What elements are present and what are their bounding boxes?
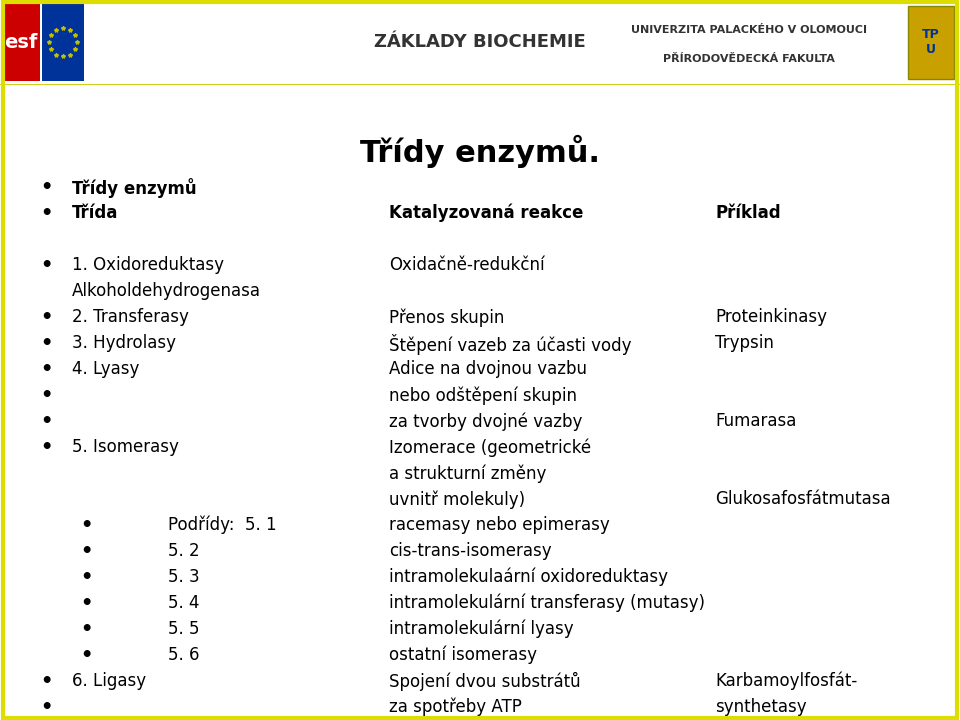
Text: Katalyzovaná reakce: Katalyzovaná reakce — [389, 204, 583, 222]
Text: Příklad: Příklad — [715, 204, 780, 222]
Text: 5. 6: 5. 6 — [168, 646, 200, 664]
Text: Přenos skupin: Přenos skupin — [389, 308, 504, 326]
Text: PŘÍRODOVĚDECKÁ FAKULTA: PŘÍRODOVĚDECKÁ FAKULTA — [662, 55, 835, 65]
Text: 2. Transferasy: 2. Transferasy — [72, 308, 189, 326]
Text: za spotřeby ATP: za spotřeby ATP — [389, 698, 521, 716]
Text: esf: esf — [4, 33, 37, 52]
FancyBboxPatch shape — [908, 6, 954, 79]
Text: ostatní isomerasy: ostatní isomerasy — [389, 646, 537, 665]
Text: •: • — [40, 360, 52, 379]
Text: 3. Hydrolasy: 3. Hydrolasy — [72, 334, 176, 352]
Text: •: • — [40, 412, 52, 431]
Text: •: • — [81, 516, 92, 535]
Text: •: • — [40, 386, 52, 405]
Text: Spojení dvou substrátů: Spojení dvou substrátů — [389, 672, 581, 691]
Text: racemasy nebo epimerasy: racemasy nebo epimerasy — [389, 516, 610, 534]
Text: 5. 5: 5. 5 — [168, 620, 200, 638]
Text: Třídy enzymů: Třídy enzymů — [72, 178, 197, 198]
Text: cis-trans-isomerasy: cis-trans-isomerasy — [389, 542, 551, 560]
Text: ZÁKLADY BIOCHEMIE: ZÁKLADY BIOCHEMIE — [374, 33, 586, 52]
Text: 1. Oxidoreduktasy: 1. Oxidoreduktasy — [72, 256, 224, 274]
Text: Adice na dvojnou vazbu: Adice na dvojnou vazbu — [389, 360, 587, 378]
Text: 6. Ligasy: 6. Ligasy — [72, 672, 146, 690]
Text: •: • — [40, 672, 52, 691]
Text: 5. 4: 5. 4 — [168, 594, 200, 612]
Text: •: • — [81, 620, 92, 639]
Text: •: • — [40, 698, 52, 717]
Text: UNIVERZITA PALACKÉHO V OLOMOUCI: UNIVERZITA PALACKÉHO V OLOMOUCI — [631, 24, 867, 35]
Text: Fumarasa: Fumarasa — [715, 412, 797, 430]
Text: Alkoholdehydrogenasa: Alkoholdehydrogenasa — [72, 282, 261, 300]
Text: TP
U: TP U — [923, 29, 940, 56]
FancyBboxPatch shape — [42, 4, 84, 81]
Text: synthetasy: synthetasy — [715, 698, 806, 716]
Text: Třída: Třída — [72, 204, 118, 222]
Text: intramolekulární transferasy (mutasy): intramolekulární transferasy (mutasy) — [389, 594, 705, 613]
Text: Proteinkinasy: Proteinkinasy — [715, 308, 828, 326]
Text: •: • — [40, 204, 52, 223]
Text: Trypsin: Trypsin — [715, 334, 774, 352]
Text: intramolekulární lyasy: intramolekulární lyasy — [389, 620, 573, 639]
Text: Izomerace (geometrické: Izomerace (geometrické — [389, 438, 591, 456]
Text: •: • — [40, 308, 52, 327]
Text: •: • — [40, 334, 52, 353]
Text: Karbamoylfosfát-: Karbamoylfosfát- — [715, 672, 857, 690]
Text: Oxidačně-redukční: Oxidačně-redukční — [389, 256, 544, 274]
Text: 5. 3: 5. 3 — [168, 568, 200, 586]
Text: •: • — [81, 542, 92, 561]
Text: intramolekulaární oxidoreduktasy: intramolekulaární oxidoreduktasy — [389, 568, 668, 587]
Text: Třídy enzymů.: Třídy enzymů. — [360, 135, 600, 168]
Text: •: • — [81, 594, 92, 613]
Text: •: • — [40, 438, 52, 457]
Text: Podřídy:  5. 1: Podřídy: 5. 1 — [168, 516, 276, 534]
Text: a strukturní změny: a strukturní změny — [389, 464, 546, 482]
Text: 5. 2: 5. 2 — [168, 542, 200, 560]
Text: 4. Lyasy: 4. Lyasy — [72, 360, 139, 378]
Text: nebo odštěpení skupin: nebo odštěpení skupin — [389, 386, 577, 405]
Text: •: • — [40, 178, 52, 197]
Text: •: • — [81, 646, 92, 665]
Text: •: • — [40, 256, 52, 275]
Text: uvnitř molekuly): uvnitř molekuly) — [389, 490, 525, 508]
Text: Štěpení vazeb za účasti vody: Štěpení vazeb za účasti vody — [389, 334, 632, 355]
FancyBboxPatch shape — [2, 4, 40, 81]
Text: •: • — [81, 568, 92, 587]
Text: za tvorby dvojné vazby: za tvorby dvojné vazby — [389, 412, 582, 431]
Text: 5. Isomerasy: 5. Isomerasy — [72, 438, 179, 456]
Text: Glukosafosfátmutasa: Glukosafosfátmutasa — [715, 490, 891, 508]
